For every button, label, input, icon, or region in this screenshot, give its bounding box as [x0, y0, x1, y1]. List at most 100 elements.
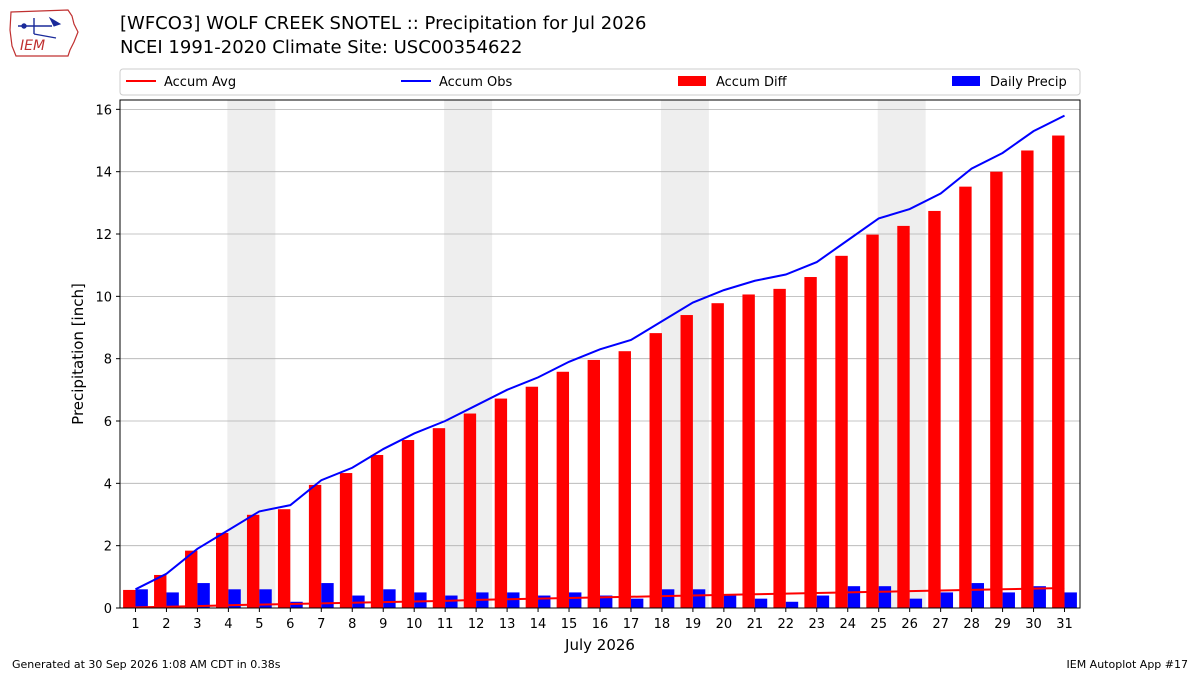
accum-diff-bar: [123, 589, 136, 608]
y-tick-label: 2: [104, 540, 112, 555]
accum-diff-bar: [773, 288, 786, 608]
x-tick-label: 2: [162, 617, 170, 632]
logo-text: IEM: [20, 38, 45, 54]
x-tick-label: 3: [193, 617, 201, 632]
y-tick-label: 6: [104, 415, 112, 430]
accum-obs-line: [135, 114, 1065, 591]
legend-label: Daily Precip: [990, 75, 1067, 90]
iowa-outline: [9, 9, 79, 57]
accum-diff-bar: [463, 413, 477, 608]
x-tick-label: 8: [348, 617, 356, 632]
legend-box: [119, 68, 1081, 96]
daily-precip-bar: [816, 595, 830, 608]
legend-swatch: [678, 76, 706, 86]
accum-diff-bar: [370, 454, 384, 608]
accum-diff-bar: [835, 255, 848, 608]
x-tick-label: 20: [716, 617, 733, 632]
daily-precip-bar: [754, 598, 768, 608]
x-tick-label: 14: [530, 617, 547, 632]
accum-diff-bar: [742, 294, 755, 608]
x-tick-label: 22: [778, 617, 795, 632]
daily-precip-bar: [878, 586, 892, 608]
accum-diff-bar: [649, 333, 662, 608]
accum-diff-bar: [959, 186, 972, 608]
x-tick-label: 31: [1056, 617, 1073, 632]
accum-diff-bar: [928, 210, 941, 608]
y-axis-label: Precipitation [inch]: [69, 283, 87, 425]
accum-diff-bar: [277, 509, 291, 608]
y-tick-label: 4: [104, 477, 112, 492]
daily-precip-bar: [723, 595, 737, 608]
x-tick-label: 11: [437, 617, 454, 632]
accum-diff-bar: [246, 514, 260, 608]
daily-precip-bar: [692, 589, 706, 608]
daily-precip-bar: [785, 601, 799, 608]
x-tick-label: 29: [994, 617, 1011, 632]
x-tick-label: 27: [932, 617, 949, 632]
x-tick-label: 19: [685, 617, 702, 632]
accum-diff-bar: [618, 351, 631, 608]
y-tick-label: 14: [95, 166, 112, 181]
accum-diff-bar: [494, 398, 508, 608]
generated-timestamp: Generated at 30 Sep 2026 1:08 AM CDT in …: [12, 658, 281, 671]
accum-diff-bar: [866, 234, 879, 608]
daily-precip-bar: [166, 592, 179, 608]
legend-swatch: [952, 76, 980, 86]
daily-precip-bar: [1033, 586, 1046, 608]
daily-precip-bar: [383, 589, 396, 608]
daily-precip-bar: [135, 589, 148, 608]
weekend-shading: [227, 100, 926, 608]
x-tick-label: 13: [499, 617, 516, 632]
accum-diff-bar: [587, 359, 600, 608]
x-tick-label: 16: [592, 617, 609, 632]
x-tick-label: 12: [468, 617, 485, 632]
x-tick-label: 5: [255, 617, 263, 632]
accum-diff-bar: [556, 371, 570, 608]
x-tick-label: 25: [870, 617, 887, 632]
daily-precip-bar: [414, 592, 427, 608]
daily-precip-bar: [600, 595, 613, 608]
daily-precip-bar: [1064, 592, 1077, 608]
x-tick-label: 9: [379, 617, 387, 632]
legend-label: Accum Diff: [716, 75, 788, 90]
chart-subtitle: NCEI 1991-2020 Climate Site: USC00354622: [120, 37, 523, 58]
x-tick-label: 24: [839, 617, 856, 632]
accum-diff-bar: [154, 574, 167, 608]
x-tick-label: 26: [901, 617, 918, 632]
accum-diff-bar: [308, 484, 322, 608]
x-tick-label: 23: [809, 617, 826, 632]
daily-precip-bar: [197, 583, 210, 608]
y-tick-label: 0: [104, 602, 112, 617]
legend-label: Accum Avg: [164, 75, 236, 90]
daily-precip-bar: [507, 592, 520, 608]
daily-precip-bar: [538, 595, 551, 608]
accum-diff-bar: [525, 386, 539, 608]
daily-precip-bar: [630, 598, 644, 608]
daily-precip-bar: [290, 601, 303, 608]
x-axis-label: July 2026: [564, 636, 635, 654]
daily-precip-bar: [909, 598, 923, 608]
y-tick-label: 10: [95, 290, 112, 305]
accum-diff-bar: [804, 277, 817, 608]
daily-precip-bar: [259, 589, 272, 608]
accum-diff-bar: [401, 440, 415, 608]
accum-diff-bar: [339, 473, 353, 608]
y-axis-ticks: 0 2 4 6 8 10 12 14 16: [95, 103, 120, 617]
daily-precip-bar: [445, 595, 458, 608]
y-tick-label: 12: [95, 228, 112, 243]
daily-precip-bar: [971, 583, 984, 608]
x-tick-label: 28: [963, 617, 980, 632]
x-tick-label: 18: [654, 617, 671, 632]
daily-precip-bar: [228, 589, 241, 608]
legend: Accum Avg Accum Obs Accum Diff Daily Precip: [119, 68, 1081, 96]
chart-title: [WFCO3] WOLF CREEK SNOTEL :: Precipitati…: [120, 13, 647, 34]
y-tick-label: 8: [104, 353, 112, 368]
x-axis-ticks: 1 2 3 4 5 6 7 8 9 10 11 12 13 14 15 16 17 18 19 20 21 22 23 24 2…: [131, 608, 1073, 632]
accum-diff-bar: [432, 428, 446, 608]
accum-diff-bar: [990, 171, 1003, 609]
weather-instrument-icon: [18, 16, 62, 39]
bars: [123, 135, 1077, 609]
x-tick-label: 7: [317, 617, 325, 632]
x-tick-label: 21: [747, 617, 764, 632]
